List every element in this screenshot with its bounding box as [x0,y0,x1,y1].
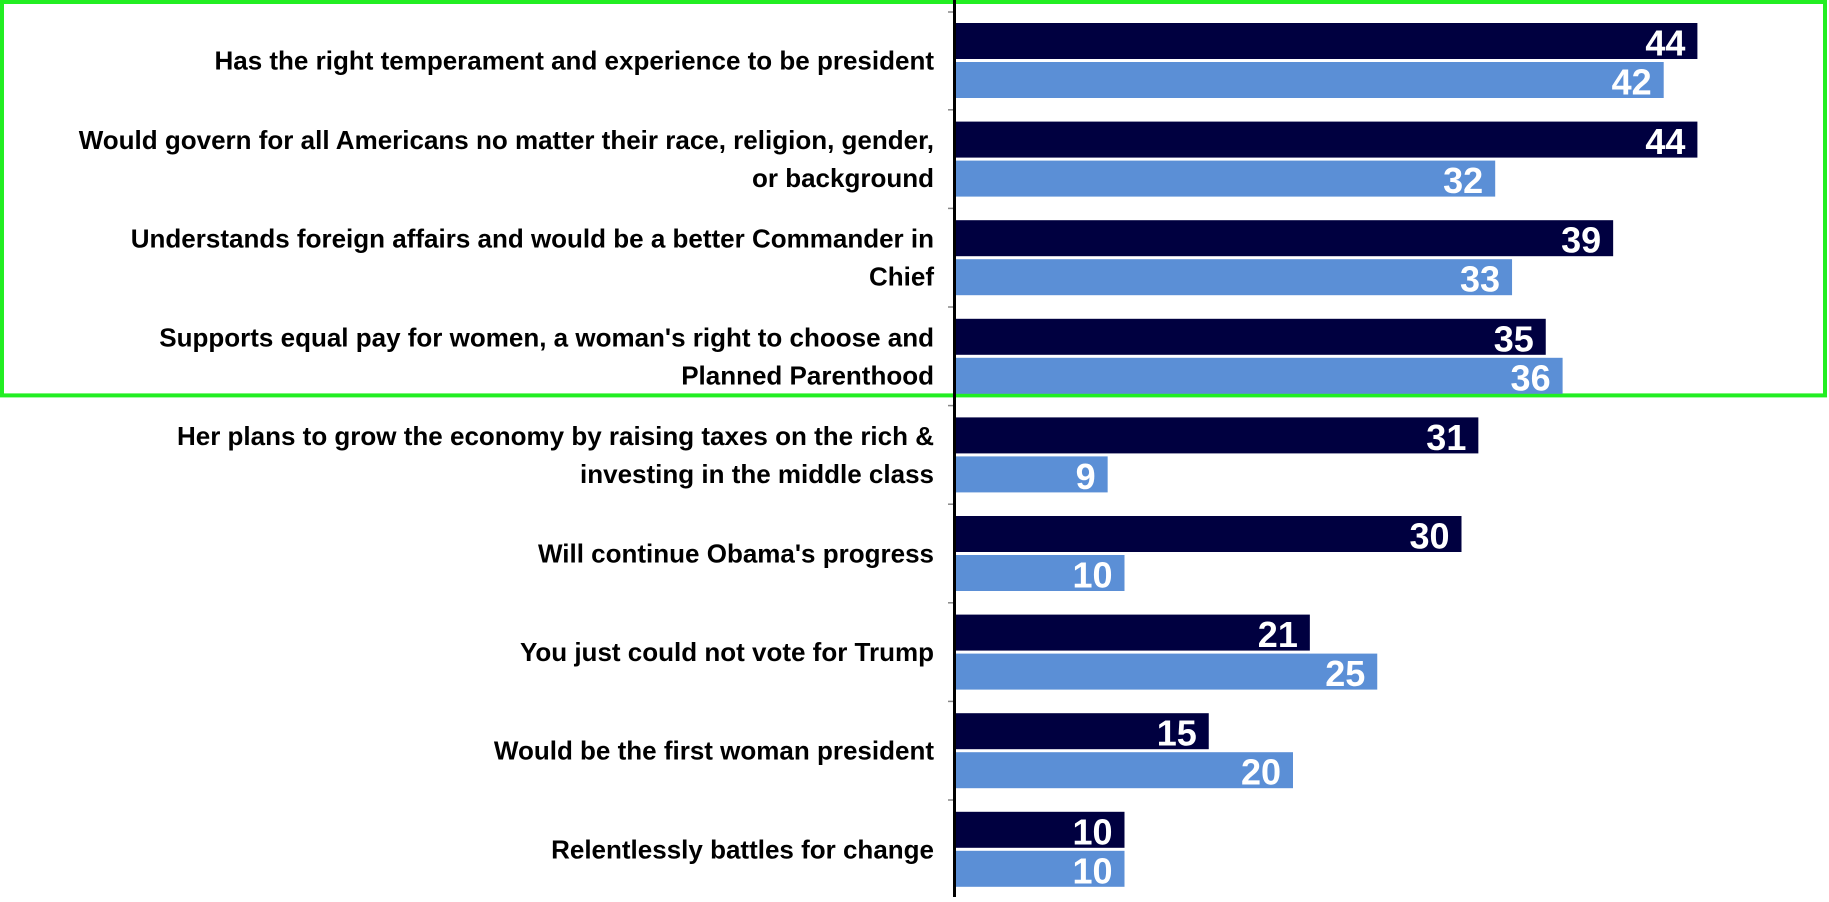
axis-layer [948,0,956,900]
data-label: 21 [1258,614,1298,655]
category-label: Has the right temperament and experience… [214,46,934,76]
data-label: 10 [1072,555,1112,596]
bar-light [956,850,1125,887]
bar-light [956,653,1378,690]
data-label: 9 [1076,456,1096,497]
category-label: Supports equal pay for women, a woman's … [159,322,934,352]
bar-light [956,555,1125,591]
bar-dark [956,417,1479,454]
category-label: Understands foreign affairs and would be… [131,224,934,254]
bar-light [956,160,1496,197]
highlight-box [0,0,1827,398]
bar-dark [956,811,1125,848]
bar-dark [956,23,1698,59]
bar-dark [956,713,1209,750]
bar-light [956,62,1664,98]
data-label: 42 [1612,62,1652,103]
bar-dark [956,318,1546,355]
bar-dark [956,220,1614,257]
bar-light [956,456,1108,493]
category-label: Would be the first woman president [494,736,934,766]
category-label: Chief [869,262,934,292]
category-label: Planned Parenthood [681,360,934,390]
data-label: 10 [1072,850,1112,891]
category-label: Would govern for all Americans no matter… [79,125,934,155]
bar-light [956,357,1563,394]
bar-light [956,259,1513,296]
bar-dark [956,516,1462,552]
bar-light [956,752,1293,789]
data-label: 32 [1443,160,1483,201]
category-labels-layer: Has the right temperament and experience… [79,46,935,865]
bar-dark [956,614,1310,651]
data-label: 39 [1561,220,1601,261]
data-label: 20 [1241,752,1281,793]
highlight-layer [0,0,1827,398]
data-label: 25 [1325,653,1365,694]
category-label: Relentlessly battles for change [551,834,934,864]
data-label: 30 [1409,516,1449,557]
data-label: 31 [1426,417,1466,458]
data-label: 44 [1645,121,1685,162]
category-label: Will continue Obama's progress [538,539,934,569]
data-label: 33 [1460,259,1500,300]
data-label: 36 [1511,357,1551,398]
data-label: 44 [1645,23,1685,64]
category-label: investing in the middle class [580,459,934,489]
bar-dark [956,121,1698,158]
data-label: 10 [1072,811,1112,852]
category-label: Her plans to grow the economy by raising… [177,421,934,451]
category-label: You just could not vote for Trump [520,637,934,667]
category-label: or background [752,163,934,193]
data-label: 15 [1157,713,1197,754]
data-label: 35 [1494,318,1534,359]
